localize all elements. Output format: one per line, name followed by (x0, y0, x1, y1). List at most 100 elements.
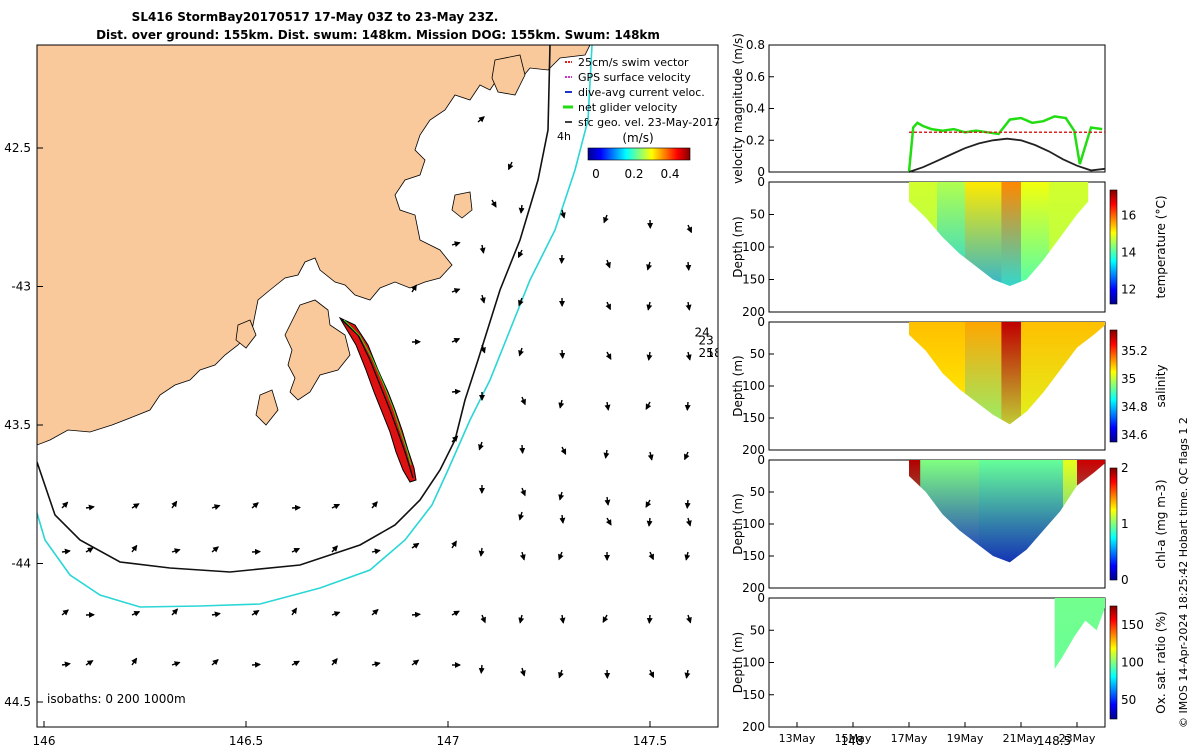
oxygen-y-tick-label: 200 (742, 720, 765, 734)
velocity-arrow (251, 610, 260, 616)
oxygen-colorbar-label: Ox. sat. ratio (%) (1154, 611, 1168, 713)
velocity-arrow (451, 288, 461, 294)
velocity-arrow (411, 542, 420, 549)
velocity-arrow (61, 501, 69, 509)
land-mass (37, 45, 591, 446)
velocity-arrow (648, 551, 654, 561)
temperature-colorbar-label: temperature (°C) (1154, 196, 1168, 299)
map-y-tick-label: -43 (11, 280, 31, 294)
salinity-colorbar-label: salinity (1154, 364, 1168, 407)
velocity-arrow (602, 614, 609, 623)
velocity-arrow (171, 548, 181, 555)
velocity-arrow (558, 399, 565, 409)
velocity-series-line (907, 115, 1103, 173)
chl-a-colorbar-label: chl-a (mg m-3) (1154, 479, 1168, 568)
salinity-y-tick-label: 200 (742, 443, 765, 457)
temperature-y-tick-label: 50 (750, 208, 765, 222)
temperature-y-tick-label: 0 (757, 175, 765, 189)
time-x-tick-label: 15May (835, 732, 872, 745)
velocity-arrow (517, 249, 524, 259)
oxygen-y-tick-label: 50 (750, 623, 765, 637)
velocity-arrow (451, 241, 461, 248)
velocity-arrow (684, 669, 691, 679)
velocity-arrow (251, 661, 261, 668)
velocity-arrow (331, 503, 341, 510)
velocity-arrow (684, 551, 691, 561)
oxygen-colorbar-tick-label: 100 (1121, 656, 1144, 670)
chl-a-panel: 0 50 100 150 200 Depth (m) 0 1 2 chl-a (mg m-3) (731, 453, 1168, 595)
velocity-arrow (646, 261, 653, 271)
map-x-tick-label: 147 (437, 734, 460, 748)
velocity-arrow (291, 607, 297, 616)
velocity-arrow (131, 503, 140, 509)
salinity-column (1001, 322, 1022, 425)
day-label: 25 (698, 346, 713, 360)
velocity-arrow (490, 199, 497, 208)
velocity-arrow (61, 609, 69, 616)
map-x-tick-label: 147.5 (633, 734, 667, 748)
velocity-arrow (85, 660, 94, 666)
day-label: 24 (694, 325, 709, 339)
land-islet-south (255, 389, 279, 426)
salinity-panel: 0 50 100 150 200 Depth (m) 34.6 34.8 35 35.2 salin… (731, 315, 1168, 457)
map-colorbar-tick-0: 0 (592, 167, 600, 181)
velocity-y-tick-label: 0.2 (746, 133, 765, 147)
velocity-arrow (646, 351, 653, 361)
velocity-y-tick-label: 0.8 (746, 38, 765, 52)
velocity-arrow (645, 499, 652, 508)
map-y-tick-label: 44.5 (4, 695, 31, 709)
surface-velocity-arrows (61, 116, 693, 679)
velocity-arrow (85, 504, 95, 511)
velocity-arrow (411, 284, 417, 293)
velocity-arrow (604, 401, 611, 411)
velocity-arrow (211, 611, 221, 618)
velocity-arrow (559, 349, 566, 359)
isobath-1000m (37, 45, 593, 608)
velocity-arrow (451, 610, 460, 617)
velocity-arrow (684, 451, 690, 461)
velocity-arrow (291, 504, 301, 511)
salinity-y-tick-label: 150 (742, 411, 765, 425)
velocity-arrow (291, 660, 300, 667)
velocity-arrow (603, 449, 610, 459)
velocity-arrow (171, 661, 181, 667)
velocity-arrow (131, 544, 138, 553)
chl-a-y-tick-label: 0 (757, 453, 765, 467)
velocity-arrow (605, 259, 611, 269)
legend-geo: sfc geo. vel. 23-May-2017 (578, 116, 720, 129)
temperature-colorbar-tick-label: 12 (1121, 282, 1136, 296)
chl-a-y-tick-label: 100 (742, 517, 765, 531)
time-x-tick-label: 21May (1003, 732, 1040, 745)
map-colorbar (587, 147, 691, 161)
time-x-ticks: 13May 15May 17May 19May 21May 23May (779, 722, 1096, 745)
velocity-arrow (559, 514, 566, 524)
map-colorbar-tick-2: 0.4 (660, 167, 679, 181)
legend-dive-avg: dive-avg current veloc. (578, 86, 705, 99)
velocity-arrow (558, 551, 564, 561)
day-labels: 2423251822192021 (694, 325, 718, 360)
land-islet-bruny (235, 319, 257, 349)
velocity-y-tick-label: 0 (757, 165, 765, 179)
salinity-y-tick-label: 100 (742, 379, 765, 393)
legend-net: net glider velocity (578, 101, 678, 114)
velocity-arrow (518, 614, 525, 624)
salinity-colorbar-tick-label: 35.2 (1121, 344, 1148, 358)
time-x-tick-label: 17May (891, 732, 928, 745)
velocity-arrow (371, 548, 381, 555)
velocity-arrow (211, 659, 219, 666)
time-x-tick-label: 23May (1059, 732, 1096, 745)
velocity-arrow (480, 614, 486, 624)
velocity-arrow (648, 669, 655, 679)
chl-a-colorbar-tick-label: 0 (1121, 573, 1129, 587)
velocity-arrow (605, 301, 611, 311)
velocity-arrow (685, 351, 692, 361)
velocity-ylabel: velocity magnitude (m/s) (731, 33, 745, 184)
velocity-arrow (211, 504, 221, 510)
velocity-arrow (647, 451, 654, 461)
temperature-colorbar-tick-label: 16 (1121, 209, 1136, 223)
legend-time-label: 4h (557, 130, 571, 143)
map-y-tick-label: -44 (11, 557, 31, 571)
velocity-arrow (411, 659, 420, 666)
